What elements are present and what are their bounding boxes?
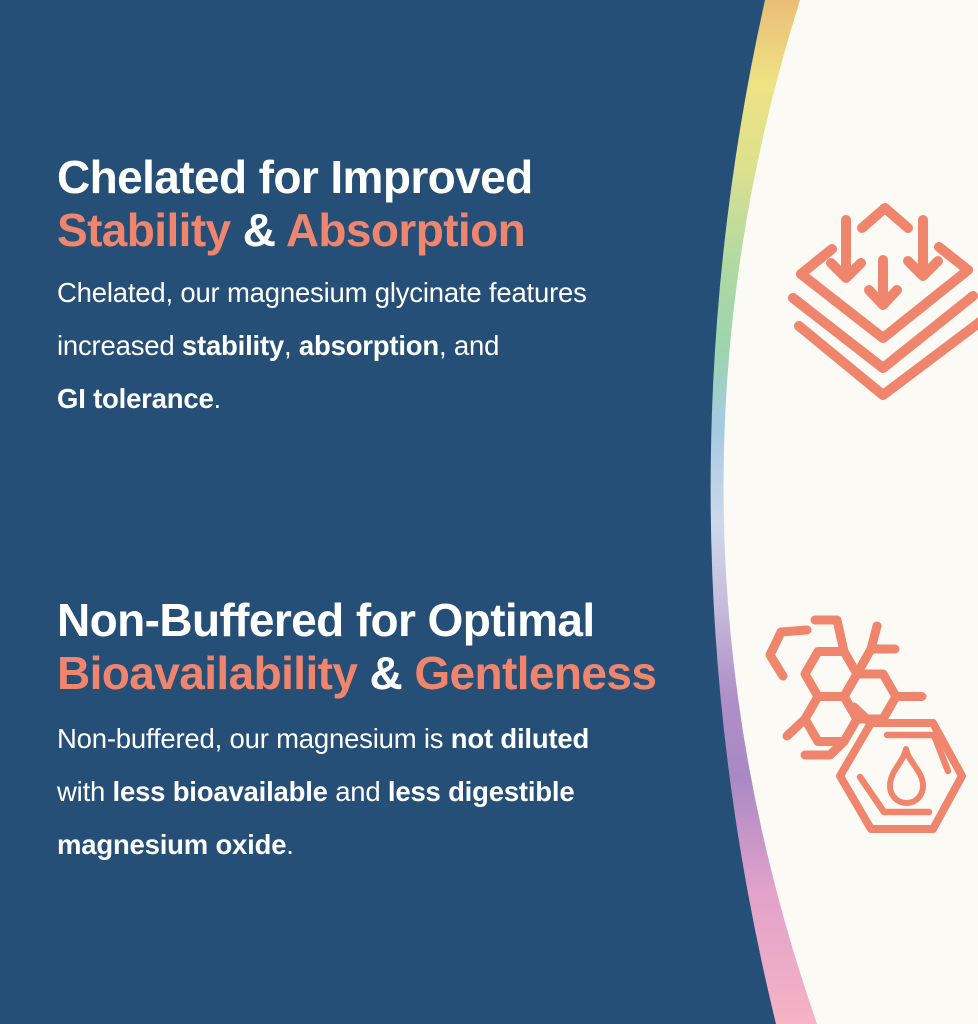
section-non-buffered: Non-Buffered for Optimal Bioavailability … <box>57 594 657 871</box>
molecule-droplet-icon <box>765 615 966 833</box>
droplet-hexagon-inner-top <box>883 731 952 775</box>
open-hexagon <box>765 625 812 681</box>
bond-lower-left <box>782 714 810 741</box>
heading-line: Bioavailability & Gentleness <box>57 647 657 699</box>
body-line: increased stability, absorption, and <box>57 330 500 361</box>
bond-spur <box>866 621 882 654</box>
right-arrow-head <box>903 256 943 281</box>
body-line: Non-buffered, our magnesium is not dilut… <box>57 723 590 754</box>
droplet-hexagon-inner-bottom <box>856 773 933 816</box>
left-arrow-head <box>826 258 866 283</box>
body-line: magnesium oxide. <box>57 829 294 860</box>
center-arrow-head <box>864 285 902 310</box>
section-heading: Non-Buffered for Optimal Bioavailability … <box>57 594 657 700</box>
bond-top <box>810 615 849 656</box>
droplet-icon <box>887 746 926 806</box>
layer-2 <box>788 291 978 373</box>
section-paragraph: Non-buffered, our magnesium is not dilut… <box>57 712 656 871</box>
layers-absorption-icon <box>788 203 978 400</box>
layer-edge-right <box>934 242 973 275</box>
droplet-hexagon-outline <box>836 719 966 833</box>
body-line: GI tolerance. <box>57 383 221 414</box>
hexagon-ring-c <box>800 692 862 746</box>
layers-top-chevron <box>857 203 913 233</box>
section-heading: Chelated for Improved Stability & Absorpt… <box>57 151 587 257</box>
body-line: with less bioavailable and less digestib… <box>57 776 575 807</box>
section-paragraph: Chelated, our magnesium glycinate featur… <box>57 266 587 425</box>
heading-line: Chelated for Improved <box>57 151 533 203</box>
molecule-hexagons <box>765 615 927 760</box>
droplet-hexagon <box>836 719 966 833</box>
section-chelated: Chelated for Improved Stability & Absorpt… <box>57 151 587 425</box>
body-line: Chelated, our magnesium glycinate featur… <box>57 277 587 308</box>
layer-1 <box>796 265 973 343</box>
layer-edge-left <box>796 244 837 279</box>
layer-3 <box>794 317 978 400</box>
bond-bottom <box>800 737 849 760</box>
heading-line: Stability & Absorption <box>57 204 526 256</box>
heading-line: Non-Buffered for Optimal <box>57 594 595 646</box>
